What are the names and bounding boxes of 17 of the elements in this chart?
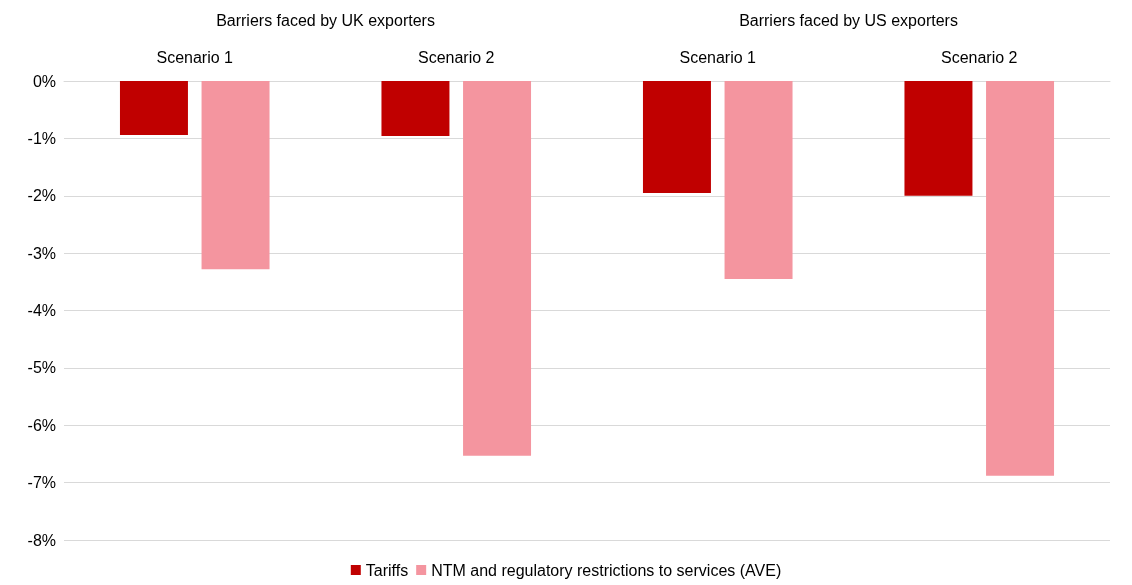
- y-tick-label: -8%: [27, 531, 56, 549]
- text: Barriers faced by UK exporters: [216, 11, 435, 29]
- x-tick-label: Scenario 2: [418, 48, 495, 66]
- text: Barriers faced by US exporters: [739, 11, 958, 29]
- y-tick-label: -7%: [27, 474, 56, 492]
- y-tick-label: -3%: [27, 244, 56, 262]
- y-tick-label: -1%: [27, 129, 56, 147]
- y-tick-label: -5%: [27, 359, 56, 377]
- legend-label: Tariffs: [365, 561, 409, 579]
- legend-label: NTM and regulatory restrictions to services (AVE): [431, 561, 782, 579]
- x-tick-label: Scenario 1: [156, 48, 234, 66]
- x-tick-label: Scenario 2: [941, 48, 1018, 66]
- y-tick-label: 0%: [32, 72, 56, 90]
- x-tick-label: Scenario 1: [679, 48, 757, 66]
- y-tick-label: -2%: [27, 187, 56, 205]
- y-tick-label: -6%: [27, 416, 56, 434]
- y-tick-label: -4%: [27, 302, 56, 319]
